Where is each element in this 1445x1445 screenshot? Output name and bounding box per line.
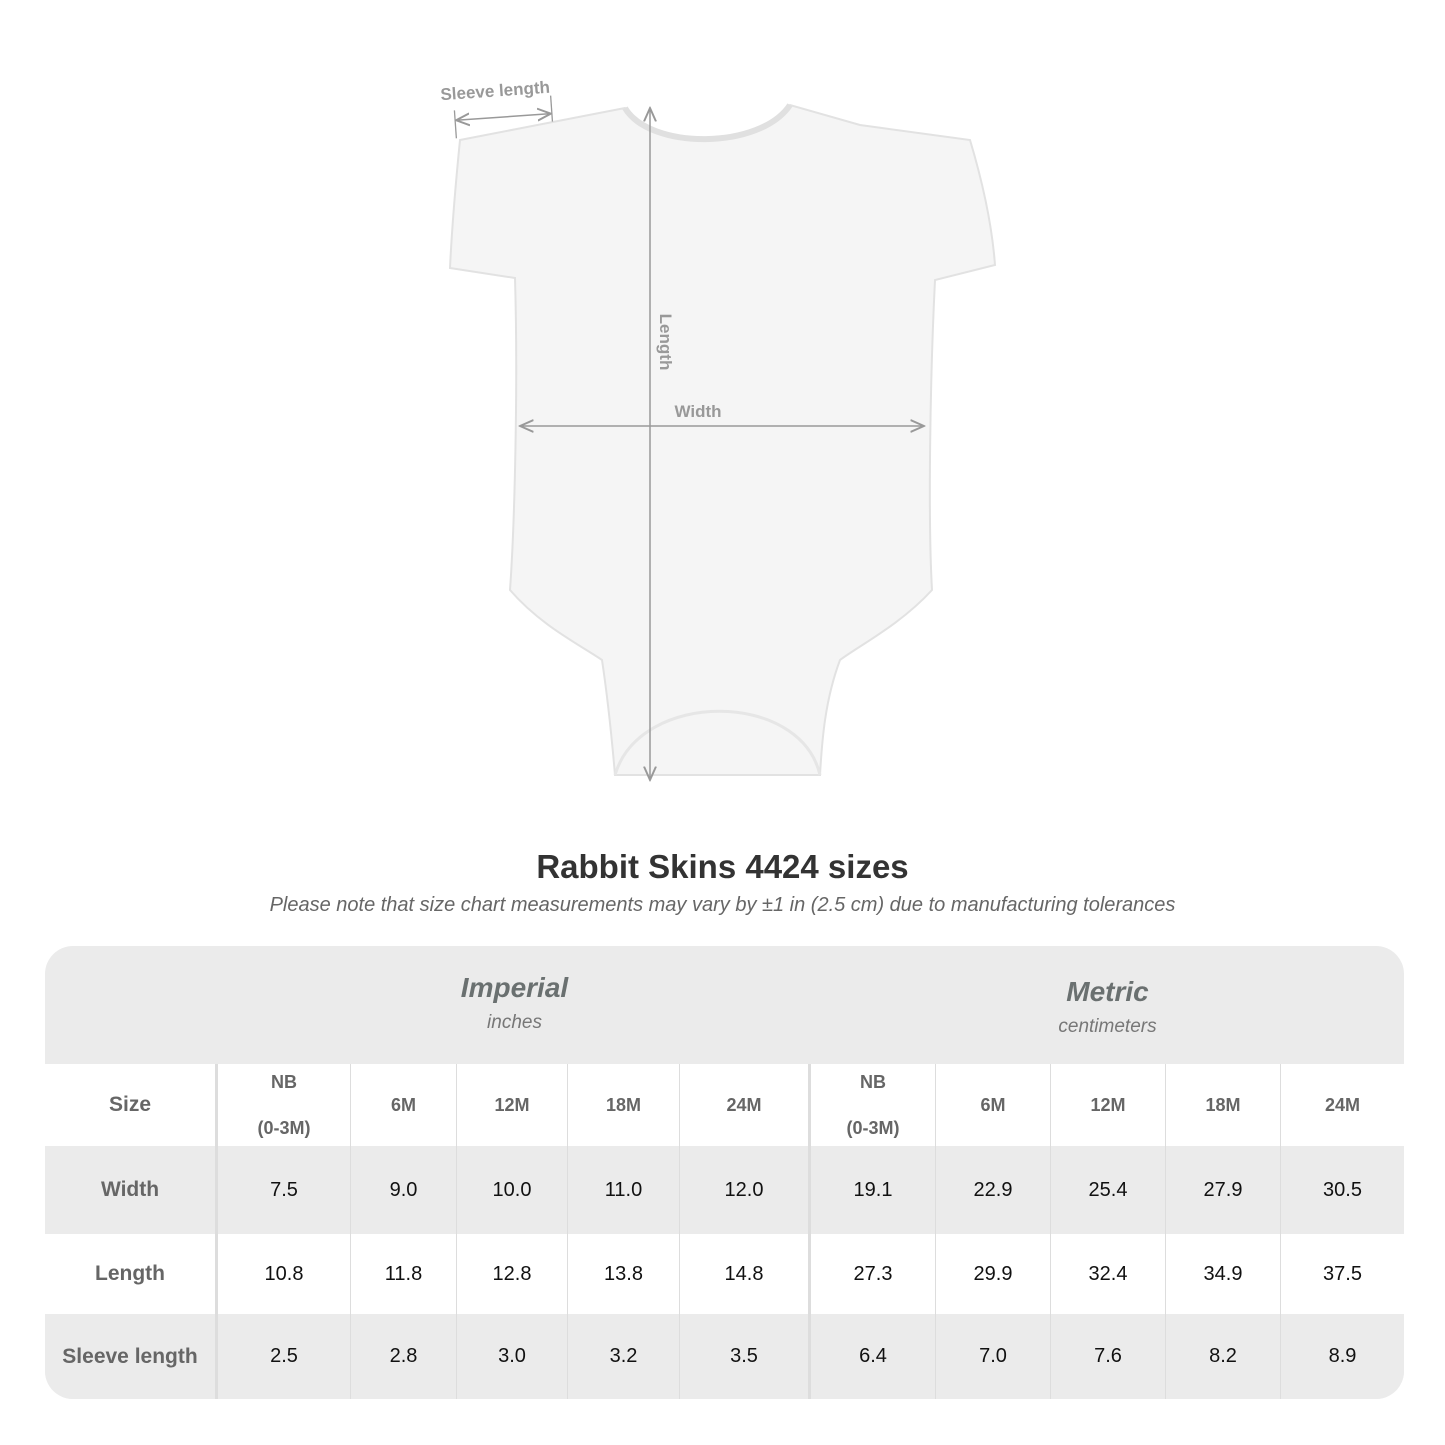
table-cell: 10.0 bbox=[457, 1146, 568, 1234]
table-cell: 12.0 bbox=[680, 1146, 811, 1234]
table-cell: 25.4 bbox=[1051, 1146, 1166, 1234]
table-cell: 22.9 bbox=[936, 1146, 1051, 1234]
metric-header: Metric centimeters bbox=[811, 946, 1404, 1064]
size-header-cell: 18M bbox=[568, 1064, 680, 1146]
table-cell: 34.9 bbox=[1166, 1234, 1281, 1314]
table-cell: 7.6 bbox=[1051, 1314, 1166, 1399]
size-name: NB bbox=[271, 1071, 297, 1092]
row-label: Length bbox=[45, 1234, 218, 1314]
row-label: Sleeve length bbox=[45, 1314, 218, 1399]
table-cell: 37.5 bbox=[1323, 1262, 1362, 1285]
size-header-cell: 12M bbox=[457, 1064, 568, 1146]
sleeve-length-label: Sleeve length bbox=[440, 78, 551, 105]
size-name: 24M bbox=[726, 1094, 762, 1115]
size-name: 18M bbox=[1205, 1094, 1241, 1115]
size-table: Imperial inches Metric centimeters Size N… bbox=[45, 946, 1404, 1399]
table-cell: 30.5 bbox=[1323, 1178, 1362, 1201]
size-range: (0-3M) bbox=[846, 1117, 900, 1138]
table-cell: 3.2 bbox=[568, 1314, 680, 1399]
page-title: Rabbit Skins 4424 sizes bbox=[536, 848, 909, 885]
size-range: (0-3M) bbox=[257, 1117, 311, 1138]
onesie-image bbox=[448, 103, 997, 776]
table-cell: 3.5 bbox=[680, 1314, 811, 1399]
table-cell: 14.8 bbox=[680, 1234, 811, 1314]
table-row: Length 10.8 11.8 12.8 13.8 14.8 27.3 29.9 32.4 34… bbox=[45, 1234, 1404, 1314]
size-name: 12M bbox=[1090, 1094, 1126, 1115]
table-cell: 6.4 bbox=[811, 1314, 936, 1399]
table-cell: 32.4 bbox=[1051, 1234, 1166, 1314]
size-name: 6M bbox=[390, 1094, 416, 1115]
table-cell: 29.9 bbox=[936, 1234, 1051, 1314]
size-header-cell: 18M bbox=[1166, 1064, 1281, 1146]
size-name: NB bbox=[860, 1071, 886, 1092]
tolerance-note: Please note that size chart measurements… bbox=[269, 894, 1176, 916]
table-cell: 7.5 bbox=[218, 1146, 351, 1234]
table-cell: 12.8 bbox=[457, 1234, 568, 1314]
size-name: 12M bbox=[494, 1094, 530, 1115]
width-label: Width bbox=[674, 402, 721, 421]
size-name: 24M bbox=[1324, 1094, 1360, 1115]
table-cell: 13.8 bbox=[568, 1234, 680, 1314]
size-header-cell: 24M bbox=[680, 1064, 811, 1146]
table-row: Width 7.5 9.0 10.0 11.0 12.0 19.1 22.9 25.4 27.9 3… bbox=[45, 1146, 1404, 1234]
size-header-cell: NB (0-3M) bbox=[811, 1064, 936, 1146]
imperial-unit: inches bbox=[487, 1012, 542, 1033]
table-cell: 11.8 bbox=[351, 1234, 457, 1314]
size-row: Size NB (0-3M) 6M 12M 18M 24M NB (0-3M) 6M 12M 18M 2… bbox=[45, 1064, 1404, 1146]
row-label: Width bbox=[45, 1146, 218, 1234]
table-cell: 27.9 bbox=[1166, 1146, 1281, 1234]
size-header-cell: 12M bbox=[1051, 1064, 1166, 1146]
metric-unit: centimeters bbox=[1058, 1016, 1157, 1037]
row-label: Size bbox=[45, 1064, 218, 1146]
table-cell: 19.1 bbox=[811, 1146, 936, 1234]
table-cell: 2.8 bbox=[351, 1314, 457, 1399]
size-header-cell: NB (0-3M) bbox=[218, 1064, 351, 1146]
size-header-cell: 6M bbox=[351, 1064, 457, 1146]
table-cell: 8.9 bbox=[1328, 1345, 1357, 1367]
table-cell: 9.0 bbox=[351, 1146, 457, 1234]
table-cell: 3.0 bbox=[457, 1314, 568, 1399]
table-cell: 8.2 bbox=[1166, 1314, 1281, 1399]
size-header-cell: 24M bbox=[1281, 1064, 1404, 1146]
metric-title: Metric bbox=[1066, 976, 1149, 1007]
table-row: Sleeve length 2.5 2.8 3.0 3.2 3.5 6.4 7.0 7.6 8.2… bbox=[45, 1314, 1404, 1399]
table-cell: 2.5 bbox=[218, 1314, 351, 1399]
onesie-measurement-diagram: Sleeve length Length Width bbox=[440, 78, 997, 820]
table-cell: 27.3 bbox=[811, 1234, 936, 1314]
sleeve-measure-line bbox=[456, 114, 551, 121]
imperial-title: Imperial bbox=[460, 972, 569, 1003]
length-label: Length bbox=[656, 314, 675, 371]
table-cell: 11.0 bbox=[568, 1146, 680, 1234]
table-cell: 7.0 bbox=[936, 1314, 1051, 1399]
imperial-header: Imperial inches bbox=[218, 946, 811, 1064]
size-name: 18M bbox=[605, 1094, 641, 1115]
table-cell: 10.8 bbox=[218, 1234, 351, 1314]
size-header-cell: 6M bbox=[936, 1064, 1051, 1146]
size-name: 6M bbox=[980, 1094, 1006, 1115]
